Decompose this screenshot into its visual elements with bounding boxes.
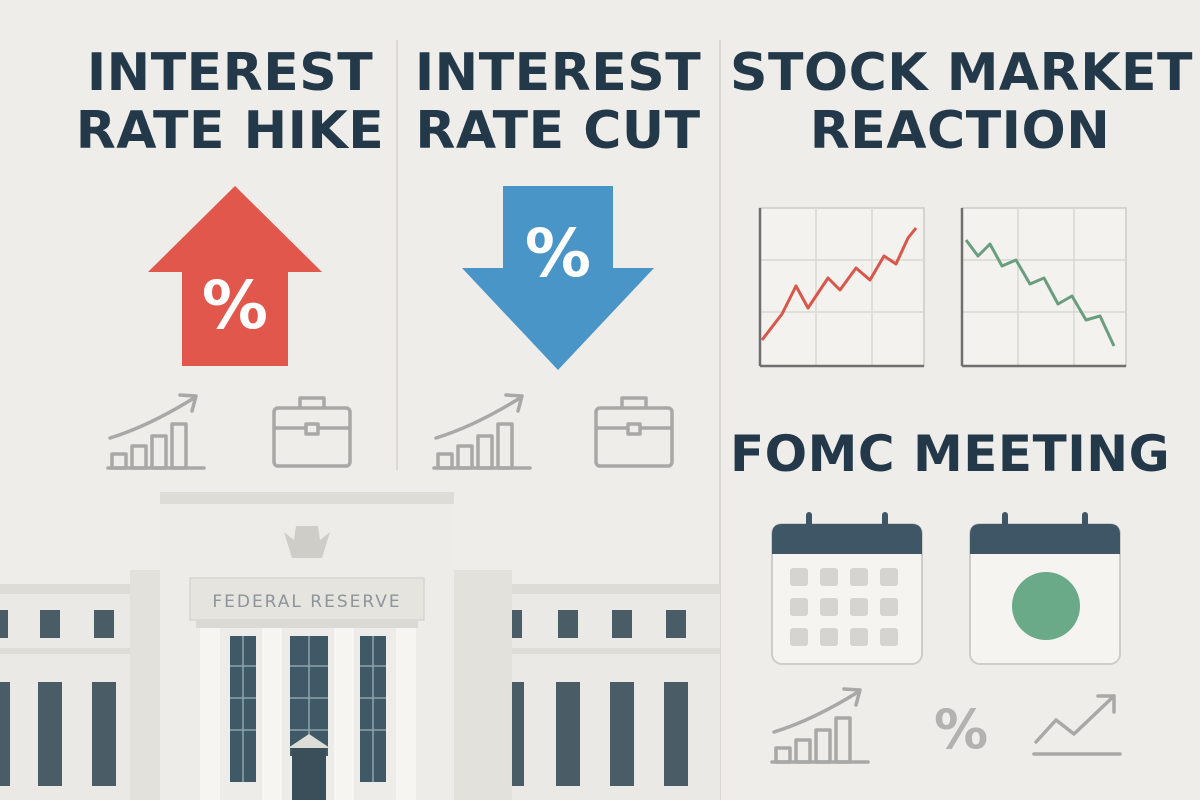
building-columns	[200, 628, 416, 800]
market-title: STOCK MARKET REACTION	[730, 43, 1194, 162]
fomc-title-text: FOMC MEETING	[730, 425, 1171, 483]
hike-title-line2: RATE HIKE	[75, 101, 385, 162]
federal-reserve-building: FEDERAL RESERVE	[0, 492, 720, 800]
hike-arrow-symbol: %	[202, 267, 268, 344]
market-down-line	[964, 239, 1116, 347]
hike-arrow-shape	[148, 186, 322, 366]
meeting-dot	[1012, 572, 1080, 640]
building-right-wing	[482, 584, 720, 800]
percent-icon: %	[934, 698, 988, 761]
calendar-dot-icon	[969, 512, 1121, 665]
fomc-title: FOMC MEETING	[730, 425, 1171, 483]
cut-title: INTEREST RATE CUT	[398, 43, 718, 162]
market-up-chart-icon	[758, 207, 925, 368]
building-label: FEDERAL RESERVE	[212, 592, 401, 612]
percent-icon-symbol: %	[934, 698, 988, 761]
market-up-line	[760, 227, 918, 341]
market-down-chart-icon	[960, 207, 1127, 368]
market-title-line1: STOCK MARKET	[730, 43, 1194, 103]
cut-title-line2: RATE CUT	[415, 101, 701, 162]
eagle-emblem	[284, 526, 330, 558]
trend-up-icon	[1032, 694, 1122, 756]
bar-growth-icon	[432, 393, 532, 470]
building-left-wing	[0, 584, 168, 800]
cut-arrow-shape	[462, 186, 654, 370]
building-center-windows	[230, 636, 386, 800]
bar-growth-icon	[106, 393, 206, 470]
cut-arrow-icon: %	[462, 186, 654, 370]
building-door	[292, 748, 326, 800]
hike-arrow-icon: %	[148, 186, 322, 366]
cut-title-line1: INTEREST	[414, 43, 702, 103]
market-title-line2: REACTION	[809, 101, 1111, 162]
briefcase-icon	[594, 396, 674, 468]
hike-title: INTEREST RATE HIKE	[70, 43, 390, 162]
bar-growth-icon	[770, 687, 870, 764]
hike-title-line1: INTEREST	[86, 43, 374, 103]
cut-arrow-symbol: %	[525, 215, 591, 292]
divider-right	[719, 40, 721, 800]
divider-left	[396, 40, 398, 470]
calendar-icon	[771, 512, 923, 665]
briefcase-icon	[272, 396, 352, 468]
